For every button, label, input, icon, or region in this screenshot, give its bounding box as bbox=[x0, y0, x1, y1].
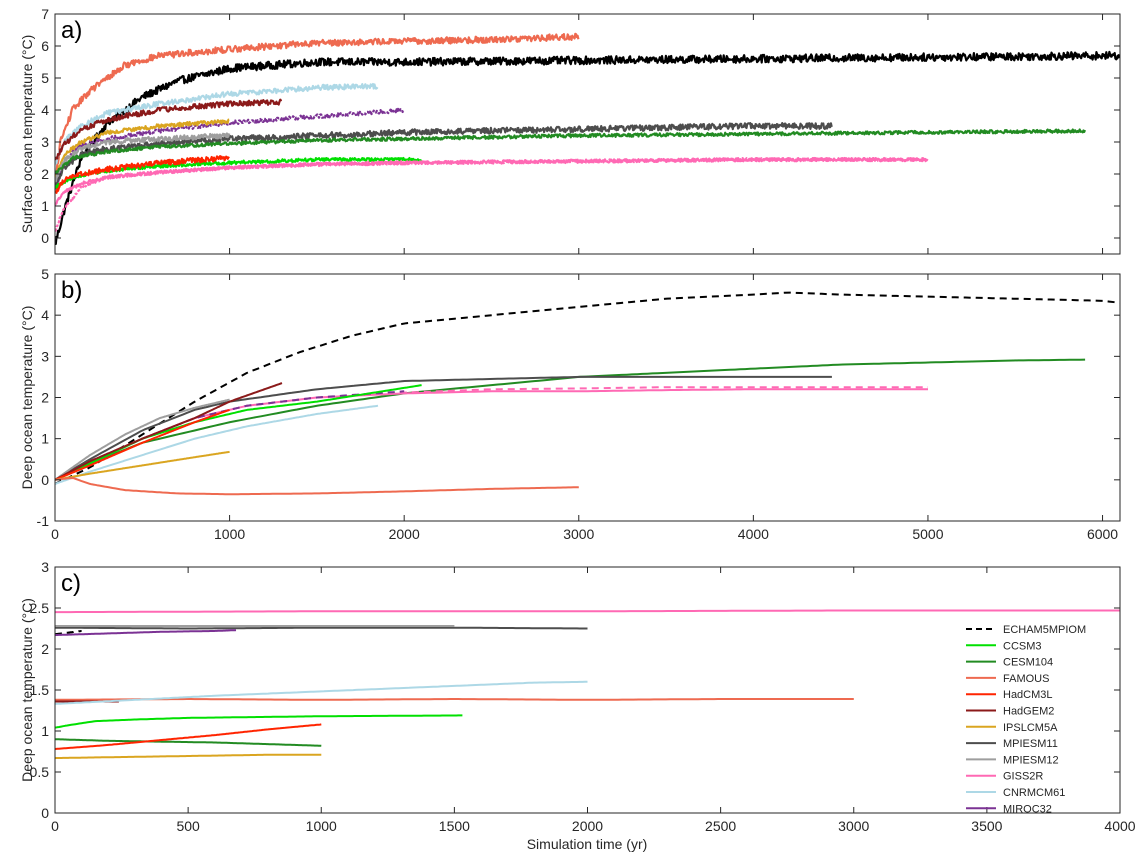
y-tick-label: 1.5 bbox=[30, 682, 50, 698]
panel-label: a) bbox=[61, 17, 82, 44]
x-tick-label: 0 bbox=[51, 526, 59, 542]
y-tick-label: 1 bbox=[41, 198, 49, 214]
series-line-13 bbox=[55, 477, 579, 496]
y-tick-label: 1 bbox=[41, 723, 49, 739]
panel-a: 0 1 2 3 4 5 6 7 Surface ocean temperature (°C) a) bbox=[19, 6, 1121, 255]
legend-entry-mpiesm11: MPIESM11 bbox=[1003, 738, 1058, 750]
series-group bbox=[55, 291, 1120, 496]
y-tick-label: 6 bbox=[41, 38, 49, 54]
x-tick-label: 3500 bbox=[971, 818, 1002, 834]
x-tick-label: 5000 bbox=[912, 526, 943, 542]
series-line-9 bbox=[55, 128, 1087, 175]
series-line-3 bbox=[55, 82, 379, 165]
y-axis-label: Deep ocean temperature (°C) bbox=[19, 598, 35, 782]
series-line-1 bbox=[55, 50, 1120, 245]
y-tick-label: 2 bbox=[41, 166, 49, 182]
legend-entry-ccsm3: CCSM3 bbox=[1003, 640, 1042, 652]
y-tick-label: 5 bbox=[41, 266, 49, 282]
y-tick-label: 0 bbox=[41, 805, 49, 821]
y-tick-label: 4 bbox=[41, 102, 49, 118]
y-tick-label: -1 bbox=[37, 513, 50, 529]
x-tick-label: 6000 bbox=[1087, 526, 1118, 542]
series-line-5 bbox=[55, 388, 928, 481]
legend-entry-mpiesm12: MPIESM12 bbox=[1003, 754, 1059, 766]
x-tick-label: 1000 bbox=[306, 818, 337, 834]
axes-frame bbox=[54, 13, 1121, 255]
series-group bbox=[55, 609, 1120, 760]
y-tick-label: 2 bbox=[41, 390, 49, 406]
axes-frame bbox=[54, 566, 1121, 814]
x-tick-label: 2500 bbox=[705, 818, 736, 834]
panel-label: b) bbox=[61, 277, 82, 304]
y-tick-label: 4 bbox=[41, 307, 49, 323]
x-tick-label: 3000 bbox=[563, 526, 594, 542]
series-line-3 bbox=[55, 375, 832, 481]
y-tick-label: 3 bbox=[41, 348, 49, 364]
x-tick-label: 4000 bbox=[1104, 818, 1135, 834]
series-group bbox=[55, 32, 1120, 245]
y-tick-label: 0 bbox=[41, 472, 49, 488]
legend: ECHAM5MPIOM CCSM3 CESM104 FAMOUS HadCM3L HadG… bbox=[966, 624, 1086, 815]
series-line-9 bbox=[55, 382, 283, 481]
series-line-echam5mpiom bbox=[55, 630, 83, 636]
panel-label: c) bbox=[61, 570, 81, 597]
y-tick-label: 3 bbox=[41, 559, 49, 575]
axes-frame bbox=[54, 273, 1121, 522]
legend-entry-hadgem2: HadGEM2 bbox=[1003, 706, 1054, 718]
legend-entry-echam5mpiom: ECHAM5MPIOM bbox=[1003, 624, 1086, 636]
x-tick-label: 4000 bbox=[738, 526, 769, 542]
series-line-8 bbox=[55, 132, 231, 183]
series-line-giss2r bbox=[55, 609, 1120, 614]
series-line-6 bbox=[55, 118, 230, 180]
y-tick-label: 2.5 bbox=[30, 600, 50, 616]
legend-entry-cesm104: CESM104 bbox=[1003, 657, 1053, 669]
x-tick-label: 1500 bbox=[439, 818, 470, 834]
y-tick-label: 1 bbox=[41, 431, 49, 447]
x-tick-label: 2000 bbox=[572, 818, 603, 834]
series-line-2 bbox=[55, 32, 580, 186]
y-axis-label: Deep ocean temperature (°C) bbox=[19, 306, 35, 490]
series-line-miroc32 bbox=[55, 629, 237, 637]
series-line-ipslcm5a bbox=[55, 753, 322, 760]
series-line-4 bbox=[55, 398, 230, 481]
x-tick-label: 2000 bbox=[389, 526, 420, 542]
series-line-12 bbox=[55, 450, 230, 481]
series-line-hadcm3l bbox=[55, 723, 322, 750]
x-axis-label: Simulation time (yr) bbox=[527, 836, 648, 852]
panel-c: 0 0.5 1 1.5 2 2.5 3 0 500 1000 1500 2000 2500 3000 350… bbox=[19, 559, 1136, 834]
x-tick-label: 0 bbox=[51, 818, 59, 834]
series-line-mpiesm11 bbox=[55, 626, 588, 630]
series-line-cnrmcm61 bbox=[55, 680, 588, 705]
legend-entry-giss2r: GISS2R bbox=[1003, 771, 1043, 783]
series-line-cesm104 bbox=[55, 738, 322, 747]
legend-entry-famous: FAMOUS bbox=[1003, 673, 1049, 685]
series-line-1 bbox=[55, 291, 1120, 485]
legend-entry-miroc32: MIROC32 bbox=[1003, 803, 1052, 815]
x-tick-label: 500 bbox=[176, 818, 200, 834]
y-tick-label: 0 bbox=[41, 230, 49, 246]
y-tick-label: 7 bbox=[41, 6, 49, 22]
y-axis-label: Surface ocean temperature (°C) bbox=[19, 35, 35, 234]
y-tick-label: 5 bbox=[41, 70, 49, 86]
series-line-5 bbox=[55, 107, 406, 190]
legend-entry-ipslcm5a: IPSLCM5A bbox=[1003, 722, 1058, 734]
series-line-10 bbox=[55, 408, 230, 481]
series-line-4 bbox=[55, 98, 283, 161]
series-line-13 bbox=[55, 156, 929, 206]
x-tick-label: 3000 bbox=[838, 818, 869, 834]
series-line-ccsm3 bbox=[55, 714, 463, 729]
legend-entry-hadcm3l: HadCM3L bbox=[1003, 689, 1053, 701]
y-tick-label: 3 bbox=[41, 134, 49, 150]
series-line-11 bbox=[55, 404, 379, 485]
series-line-famous bbox=[55, 698, 854, 701]
legend-entry-cnrmcm61: CNRMCM61 bbox=[1003, 787, 1065, 799]
y-tick-label: 2 bbox=[41, 641, 49, 657]
y-tick-label: 0.5 bbox=[30, 764, 50, 780]
series-line-7 bbox=[55, 121, 833, 187]
series-line-11 bbox=[55, 155, 230, 194]
x-tick-label: 1000 bbox=[214, 526, 245, 542]
